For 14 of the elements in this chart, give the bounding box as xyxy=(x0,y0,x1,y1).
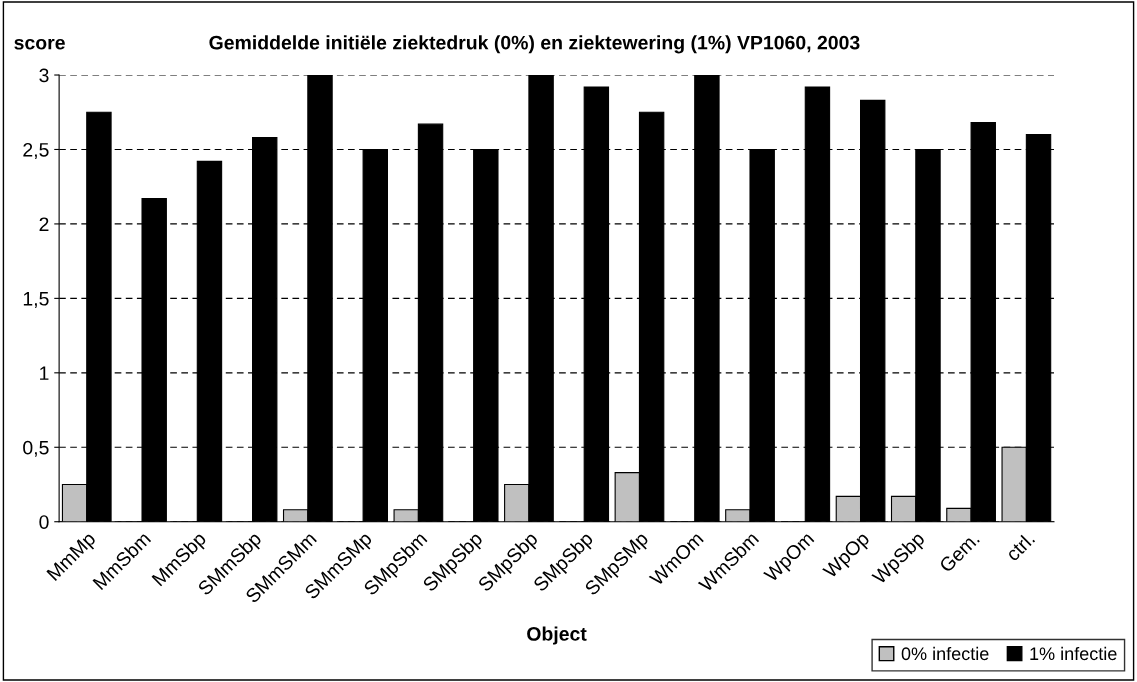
y-tick-label: 3 xyxy=(39,68,49,83)
y-tick-label: 2,5 xyxy=(23,142,49,160)
y-tick-label: 0,5 xyxy=(23,440,49,457)
chart-title: Gemiddelde initiële ziektedruk (0%) en ziektewering (1%) VP1060, 2003 xyxy=(209,35,860,54)
y-axis-title: score xyxy=(14,38,65,50)
y-tick-label: 0 xyxy=(39,515,49,529)
x-tick-label: Gem. xyxy=(938,531,980,574)
y-tick-label: 1,5 xyxy=(23,292,49,308)
legend-label: 0% infectie xyxy=(901,646,989,661)
y-tick-label: 2 xyxy=(39,217,49,231)
y-tick-label: 1 xyxy=(40,366,49,380)
x-tick-label: ctrl. xyxy=(1004,531,1036,562)
x-axis-title: Object xyxy=(527,626,587,645)
legend-label: 1% infectie xyxy=(1030,646,1117,661)
